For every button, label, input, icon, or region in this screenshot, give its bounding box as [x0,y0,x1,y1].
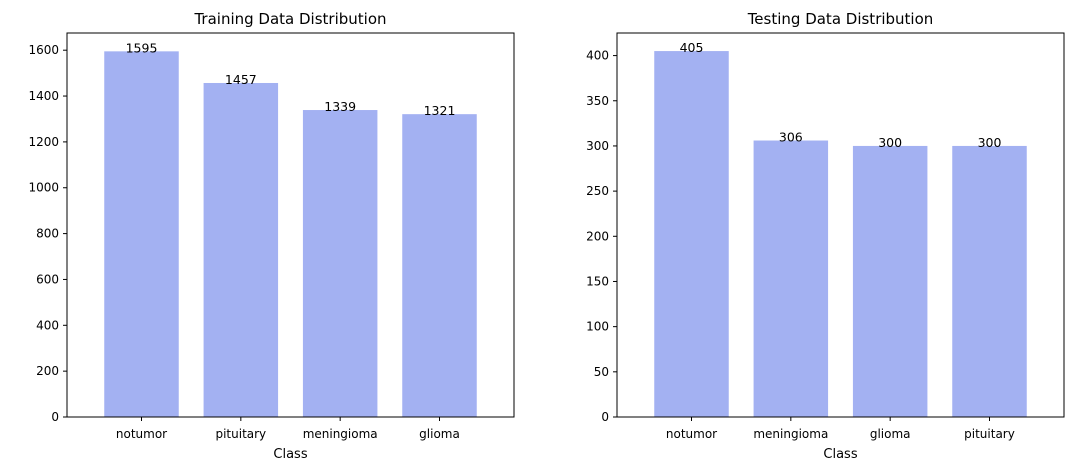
x-tick-label: glioma [419,427,460,441]
y-tick-label: 600 [36,272,59,286]
data-label: 300 [978,135,1002,150]
y-tick-label: 0 [51,410,59,424]
x-tick-label: meningioma [303,427,378,441]
chart-panel-0: 1595 1457 1339 1321 0 200 400 600 800 1000 1200 140… [28,10,515,462]
y-tick-label: 400 [36,318,59,332]
y-tick-label: 50 [594,365,609,379]
y-tick-label: 1200 [28,135,59,149]
axes-frame [66,32,515,418]
bar-pituitary [203,82,279,417]
y-tick-label: 0 [601,410,609,424]
data-label: 1339 [324,99,356,114]
chart-title: Testing Data Distribution [747,10,934,28]
y-tick-label: 1600 [28,43,59,57]
chart-title: Training Data Distribution [193,10,386,28]
y-tick-label: 1400 [28,89,59,103]
y-tick-label: 200 [586,229,609,243]
x-tick-label: notumor [116,427,167,441]
bar-meningioma [302,110,378,417]
bar-glioma [852,145,928,417]
bar-meningioma [753,140,829,417]
x-tick-label: pituitary [964,427,1015,441]
y-tick-label: 250 [586,184,609,198]
data-label: 1595 [126,40,158,55]
y-tick-label: 100 [586,320,609,334]
y-tick-label: 1000 [28,181,59,195]
x-tick-label: glioma [870,427,911,441]
bar-notumor [654,51,729,417]
bar-pituitary [952,145,1027,417]
x-tick-label: notumor [666,427,717,441]
x-axis-label: Class [823,447,857,462]
y-tick-label: 200 [36,364,59,378]
y-tick-label: 150 [586,274,609,288]
y-tick-label: 300 [586,139,609,153]
y-tick-label: 400 [586,49,609,63]
data-label: 1457 [225,72,257,87]
bar-glioma [402,114,477,417]
data-label: 1321 [424,103,456,118]
chart-panel-1: 405 306 300 300 0 50 100 150 200 250 300 350 400 notu… [586,10,1065,462]
bar-notumor [104,51,179,418]
data-label: 300 [878,135,902,150]
x-tick-label: pituitary [215,427,266,441]
data-label: 306 [779,130,803,145]
y-tick-label: 800 [36,227,59,241]
x-axis-label: Class [273,447,307,462]
y-tick-label: 350 [586,94,609,108]
axes-frame [616,32,1065,418]
x-tick-label: meningioma [753,427,828,441]
data-label: 405 [680,40,704,55]
